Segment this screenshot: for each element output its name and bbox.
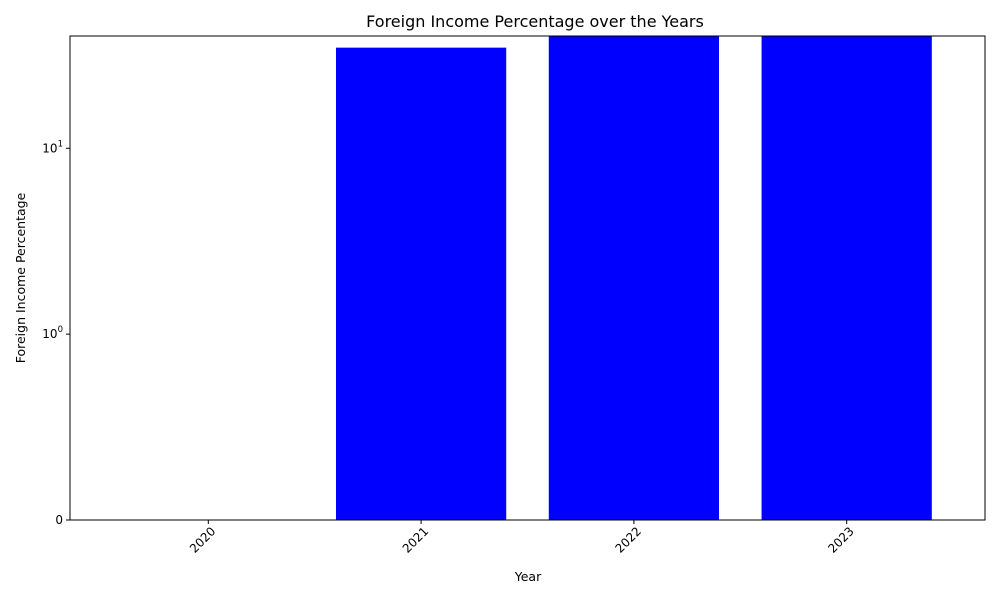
plot-frame <box>69 35 986 521</box>
y-ticks: 0 100 101 <box>42 139 70 527</box>
bar-2023 <box>761 36 932 520</box>
x-tick-label: 2020 <box>187 524 218 555</box>
chart-title: Foreign Income Percentage over the Years <box>366 12 704 31</box>
bar-2022 <box>548 36 720 520</box>
x-tick-label: 2022 <box>613 524 644 555</box>
bar-2021 <box>335 47 507 521</box>
y-tick-label: 0 <box>55 513 63 527</box>
bars-group <box>335 36 932 521</box>
x-axis-label: Year <box>514 569 542 584</box>
y-tick-label: 100 <box>42 325 63 341</box>
y-axis-label: Foreign Income Percentage <box>13 192 28 363</box>
x-tick-label: 2023 <box>825 524 856 555</box>
x-ticks: 2020 2021 2022 2023 <box>187 520 857 556</box>
x-tick-label: 2021 <box>400 524 431 555</box>
y-tick-label: 101 <box>42 139 63 155</box>
